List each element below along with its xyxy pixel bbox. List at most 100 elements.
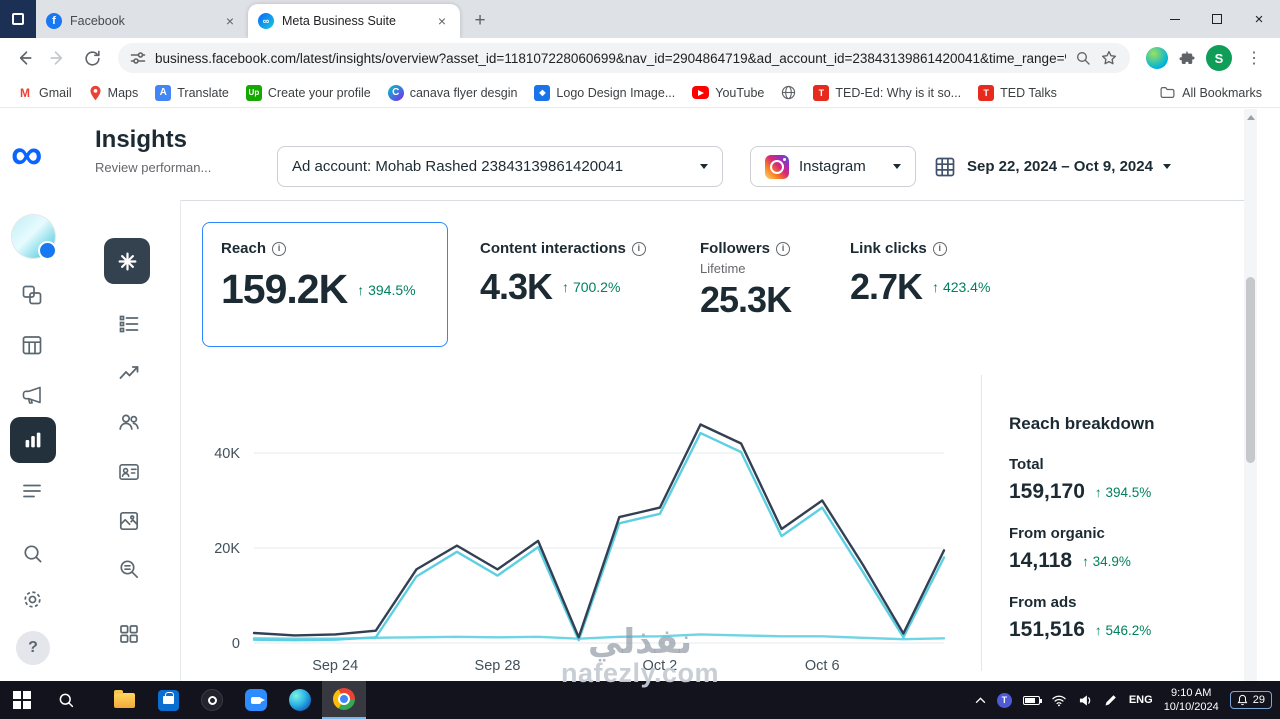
metric-card-followers[interactable]: Followers Lifetime 25.3K (700, 240, 792, 320)
file-explorer-icon[interactable] (102, 681, 146, 719)
info-icon[interactable] (932, 241, 947, 256)
back-button[interactable] (8, 42, 40, 74)
forward-button[interactable] (42, 42, 74, 74)
info-icon[interactable] (776, 241, 791, 256)
wifi-icon[interactable] (1051, 694, 1067, 707)
chevron-down-icon (700, 164, 708, 169)
bookmark-star-icon[interactable] (1100, 49, 1118, 67)
browser-profile-avatar[interactable]: S (1206, 45, 1232, 71)
sidebar-search-icon[interactable] (12, 533, 52, 573)
bookmark-label: Gmail (39, 85, 72, 100)
bookmark-label: Create your profile (267, 85, 371, 100)
page-title: Insights (95, 126, 188, 153)
bookmark-ted-talks[interactable]: TED Talks (971, 82, 1064, 104)
metric-sublabel: Lifetime (700, 261, 746, 276)
scrollbar-thumb[interactable] (1246, 277, 1255, 463)
tab-facebook[interactable]: Facebook × (36, 4, 248, 38)
metric-delta: 700.2% (562, 279, 620, 295)
nav-benchmarking-icon[interactable] (109, 549, 149, 589)
minimize-button[interactable] (1154, 0, 1196, 38)
browser-toolbar: business.facebook.com/latest/insights/ov… (0, 38, 1280, 78)
bookmark-label: TED-Ed: Why is it so... (835, 85, 962, 100)
chrome-icon[interactable] (322, 681, 366, 719)
question-mark-icon: ? (16, 631, 50, 665)
volume-icon[interactable] (1078, 694, 1093, 707)
sidebar-posts-icon[interactable] (12, 275, 52, 315)
bookmark-canva[interactable]: canava flyer desgin (381, 82, 525, 104)
edge-icon[interactable] (278, 681, 322, 719)
bookmark-ted-ed[interactable]: TED-Ed: Why is it so... (806, 82, 968, 104)
ad-account-label: Ad account: Mohab Rashed 238431398614200… (292, 158, 624, 175)
platform-label: Instagram (799, 158, 866, 175)
bookmark-youtube[interactable]: YouTube (685, 83, 771, 103)
battery-icon[interactable] (1022, 695, 1043, 705)
notification-center[interactable]: 29 (1229, 691, 1272, 709)
taskbar-search-icon[interactable] (44, 681, 88, 719)
bookmark-logo-design[interactable]: Logo Design Image... (527, 82, 682, 104)
metric-card-reach[interactable]: Reach 159.2K 394.5% (202, 222, 448, 347)
language-indicator[interactable]: ENG (1128, 694, 1153, 706)
bookmark-upwork[interactable]: Create your profile (239, 82, 378, 104)
tab-close-icon[interactable]: × (225, 13, 235, 29)
browser-menu-icon[interactable]: ⋮ (1246, 50, 1262, 67)
reload-button[interactable] (76, 42, 108, 74)
bookmark-globe[interactable] (774, 82, 803, 103)
bookmark-gmail[interactable]: Gmail (10, 82, 79, 104)
tab-strip-app-icon[interactable] (0, 0, 36, 38)
taskbar-clock[interactable]: 9:10 AM 10/10/2024 (1164, 686, 1219, 715)
facebook-favicon (46, 13, 62, 29)
bookmark-label: Translate (177, 85, 229, 100)
microsoft-store-icon[interactable] (146, 681, 190, 719)
teams-icon[interactable] (996, 692, 1012, 708)
bookmark-maps[interactable]: Maps (82, 82, 146, 104)
start-button[interactable] (0, 681, 44, 719)
metric-card-link-clicks[interactable]: Link clicks 2.7K 423.4% (850, 240, 990, 307)
business-avatar[interactable] (12, 215, 57, 260)
info-icon[interactable] (631, 241, 646, 256)
platform-dropdown[interactable]: Instagram (750, 146, 916, 187)
sidebar-ads-icon[interactable] (12, 375, 52, 415)
zoom-icon[interactable] (234, 681, 278, 719)
date-range-picker[interactable]: Sep 22, 2024 – Oct 9, 2024 (933, 146, 1171, 187)
url-text[interactable]: business.facebook.com/latest/insights/ov… (155, 50, 1066, 66)
sidebar-settings-icon[interactable] (12, 579, 52, 619)
meta-logo[interactable]: ∞ (11, 130, 43, 179)
notification-count: 29 (1252, 694, 1265, 706)
nav-audience-icon[interactable] (109, 402, 149, 442)
bookmark-translate[interactable]: Translate (148, 82, 236, 104)
sidebar-insights-icon[interactable] (10, 417, 56, 463)
all-bookmarks-button[interactable]: All Bookmarks (1152, 83, 1270, 103)
site-settings-icon[interactable] (130, 50, 146, 66)
reach-chart: 0 20K 40K Sep 24 Sep 28 Oct 2 Oct 6 (214, 423, 946, 674)
ad-account-dropdown[interactable]: Ad account: Mohab Rashed 238431398614200… (277, 146, 723, 187)
nav-more-tools-icon[interactable] (109, 614, 149, 654)
scroll-up-arrow-icon[interactable] (1247, 115, 1255, 120)
taskbar-app-icon-dark[interactable] (190, 681, 234, 719)
extensions-puzzle-icon[interactable] (1178, 49, 1196, 67)
tab-meta-business-suite[interactable]: Meta Business Suite × (248, 4, 460, 38)
maximize-button[interactable] (1196, 0, 1238, 38)
address-bar[interactable]: business.facebook.com/latest/insights/ov… (118, 43, 1130, 73)
nav-overview-icon[interactable] (104, 238, 150, 284)
zoom-icon[interactable] (1075, 50, 1091, 66)
info-icon[interactable] (272, 241, 287, 256)
close-window-button[interactable]: × (1254, 10, 1264, 28)
nav-content-icon[interactable] (109, 501, 149, 541)
nav-results-icon[interactable] (109, 304, 149, 344)
pen-icon[interactable] (1104, 693, 1118, 707)
new-tab-button[interactable]: + (474, 10, 486, 31)
tab-close-icon[interactable]: × (437, 13, 447, 29)
sidebar-help-icon[interactable]: ? (16, 631, 50, 665)
metric-card-content-interactions[interactable]: Content interactions 4.3K 700.2% (480, 240, 646, 307)
metric-delta: 423.4% (932, 279, 990, 295)
nav-behavior-icon[interactable] (109, 452, 149, 492)
page-scrollbar[interactable] (1244, 109, 1257, 681)
extension-globe-icon[interactable] (1146, 47, 1168, 69)
sidebar-all-tools-icon[interactable] (12, 471, 52, 511)
sidebar-planner-icon[interactable] (12, 325, 52, 365)
date-range-label: Sep 22, 2024 – Oct 9, 2024 (967, 158, 1153, 175)
nav-trends-icon[interactable] (109, 353, 149, 393)
upwork-icon (245, 84, 262, 101)
tray-chevron-up-icon[interactable] (975, 696, 986, 704)
